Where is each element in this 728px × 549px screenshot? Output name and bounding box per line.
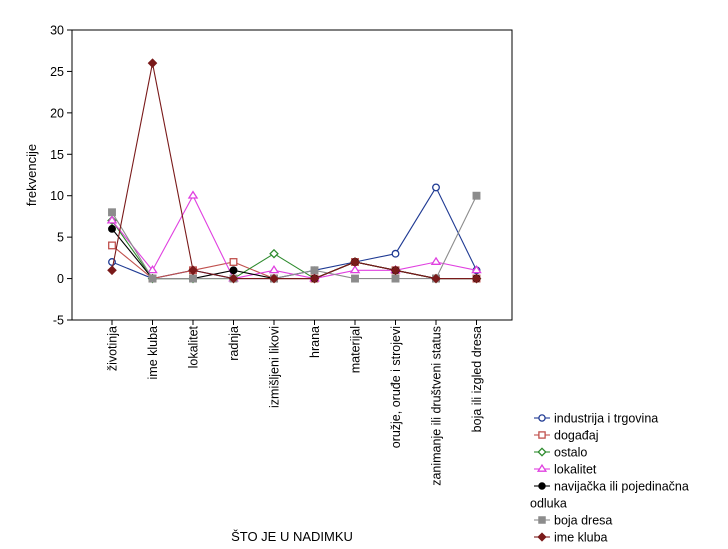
legend-marker	[537, 447, 547, 457]
data-point	[309, 273, 320, 284]
data-point	[430, 256, 442, 265]
legend-label: boja dresa	[554, 514, 612, 528]
data-point	[471, 264, 482, 274]
data-point	[432, 183, 440, 192]
data-point	[107, 265, 117, 276]
legend-label: navijačka ili pojedinačna	[554, 480, 689, 494]
data-point	[148, 274, 157, 283]
legend-label-continued: odluka	[530, 497, 567, 511]
data-point	[187, 190, 199, 199]
data-point	[189, 274, 197, 283]
legend-label: ime kluba	[554, 531, 608, 545]
data-point	[269, 248, 279, 259]
y-tick-label: 25	[50, 65, 64, 79]
series-line	[111, 245, 477, 280]
data-point	[391, 249, 400, 258]
y-tick-label: 15	[50, 148, 64, 162]
series-6	[107, 58, 482, 284]
x-tick-label: oružje, oruđe i strojevi	[389, 326, 403, 448]
legend-item: industrija i trgovina	[534, 412, 658, 426]
data-point	[147, 58, 158, 68]
data-point	[431, 273, 441, 284]
legend-label: ostalo	[554, 446, 587, 460]
x-tick-label: zanimanje ili društveni status	[430, 326, 444, 486]
series-4	[108, 224, 481, 283]
legend-item: lokalitet	[534, 463, 597, 477]
y-axis: -5 0 5 10 15 20 25 30	[50, 24, 72, 328]
data-point	[229, 258, 238, 266]
series-layer	[106, 58, 482, 284]
x-tick-label: izmišljeni likovi	[268, 326, 282, 408]
data-point	[106, 215, 118, 224]
legend-marker	[537, 532, 547, 542]
data-point	[108, 241, 116, 250]
data-point	[188, 265, 198, 276]
legend-label: lokalitet	[554, 463, 597, 477]
plot-frame	[71, 29, 513, 321]
x-tick-label: radnja	[227, 326, 241, 361]
series-line	[111, 228, 477, 280]
data-point	[390, 265, 401, 276]
data-point	[349, 264, 361, 274]
y-tick-label: 5	[57, 231, 64, 245]
legend: industrija i trgovina događaj ostalo lokali…	[530, 412, 689, 545]
data-point	[228, 273, 239, 284]
series-line	[111, 195, 477, 280]
data-point	[108, 208, 116, 217]
data-point	[108, 224, 116, 233]
data-point	[310, 266, 319, 275]
legend-marker	[538, 482, 546, 490]
legend-label: industrija i trgovina	[554, 412, 658, 426]
data-point	[268, 264, 280, 274]
legend-item: boja dresa	[534, 514, 612, 528]
x-tick-label: materijal	[349, 326, 363, 373]
x-tick-label: lokalitet	[187, 325, 201, 368]
legend-marker	[536, 463, 548, 472]
legend-item: događaj	[534, 429, 599, 443]
series-0	[108, 183, 481, 283]
x-axis: životinja ime kluba lokalitet radnja izmišlj…	[106, 320, 484, 486]
legend-label: događaj	[554, 429, 599, 443]
series-line	[111, 220, 477, 280]
y-tick-label: 10	[50, 189, 64, 203]
data-point	[471, 273, 482, 284]
data-point	[147, 264, 158, 274]
y-tick-label: 0	[57, 272, 64, 286]
data-point	[351, 274, 359, 283]
x-tick-label: životinja	[106, 326, 120, 371]
y-tick-label: 20	[50, 106, 64, 120]
y-tick-label: 30	[50, 24, 64, 38]
data-point	[391, 274, 400, 283]
y-axis-title: frekvencije	[24, 144, 39, 206]
legend-item: navijačka ili pojedinačna odluka	[530, 480, 689, 511]
legend-item: ime kluba	[534, 531, 608, 545]
series-line	[111, 63, 477, 280]
legend-marker	[538, 414, 546, 422]
data-point	[269, 273, 279, 284]
x-tick-label: ime kluba	[146, 326, 160, 380]
x-tick-label: hrana	[308, 326, 322, 358]
x-axis-title: ŠTO JE U NADIMKU	[231, 529, 353, 544]
legend-marker	[538, 516, 546, 524]
data-point	[229, 266, 238, 275]
legend-item: ostalo	[534, 446, 587, 460]
data-point	[350, 257, 360, 267]
data-point	[472, 191, 481, 200]
legend-marker	[538, 431, 546, 439]
y-tick-label: -5	[53, 314, 64, 328]
x-tick-label: boja ili izgled dresa	[470, 326, 484, 432]
